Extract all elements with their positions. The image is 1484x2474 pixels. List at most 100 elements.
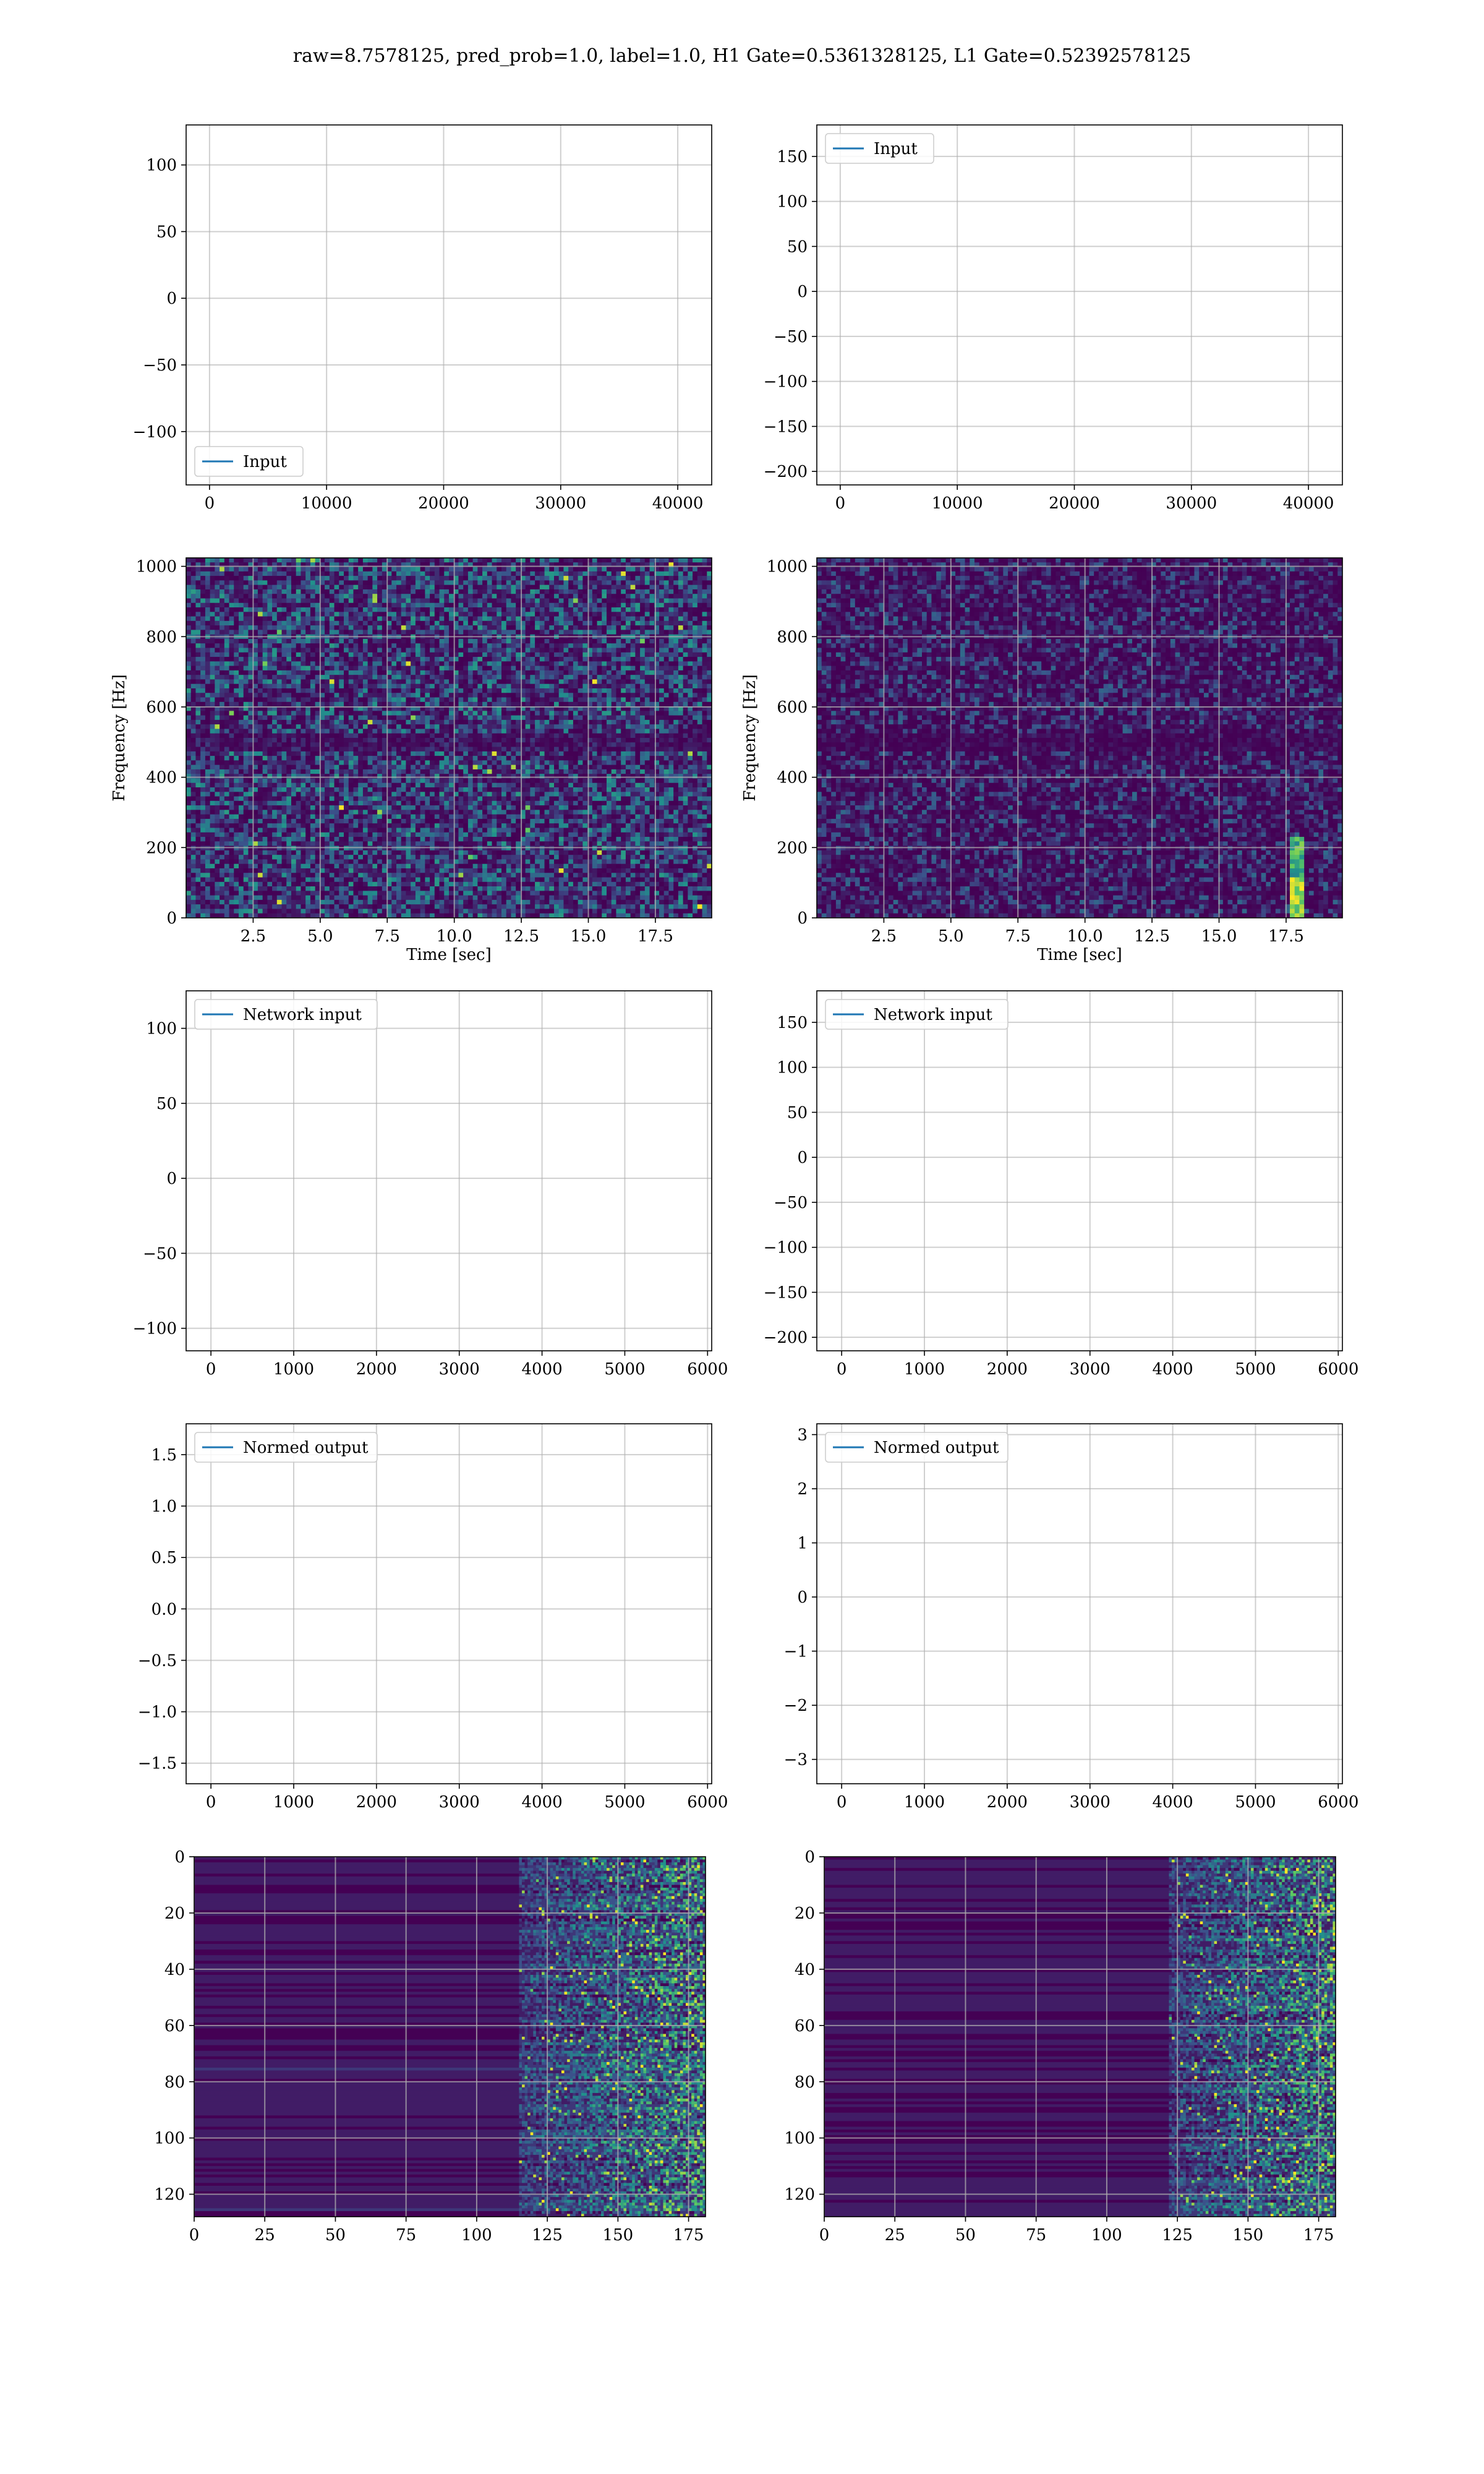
heatmap-cell [224, 904, 230, 910]
heatmap-cell [420, 612, 425, 617]
heatmap-cell [430, 733, 435, 738]
heatmap-cell [430, 859, 435, 865]
heatmap-cell [372, 814, 378, 820]
heatmap-cell [296, 751, 302, 756]
heatmap-cell [467, 688, 474, 693]
heatmap-cell [239, 818, 244, 824]
heatmap-cell [467, 796, 474, 802]
heatmap-cell [325, 855, 330, 860]
legend: Input [194, 446, 304, 477]
heatmap-cell [406, 751, 411, 756]
heatmap-cell [449, 881, 454, 887]
heatmap-cell [320, 769, 325, 774]
heatmap-cell [377, 742, 383, 748]
heatmap-cell [362, 792, 369, 797]
heatmap-cell [434, 643, 440, 649]
heatmap-cell [367, 837, 373, 842]
heatmap-cell [430, 747, 435, 752]
heatmap-cell [248, 845, 254, 851]
heatmap-cell [472, 670, 478, 675]
heatmap-cell [434, 774, 440, 779]
heatmap-cell [248, 774, 254, 779]
heatmap-cell [396, 818, 402, 824]
heatmap-cell [281, 850, 287, 855]
heatmap-cell [190, 877, 197, 883]
heatmap-cell [305, 792, 311, 797]
heatmap-cell [305, 697, 311, 703]
heatmap-cell [386, 724, 392, 730]
heatmap-cell [239, 774, 244, 779]
heatmap-cell [257, 913, 263, 918]
heatmap-cell [296, 899, 302, 905]
heatmap-cell [362, 652, 369, 657]
heatmap-cell [320, 638, 325, 644]
heatmap-cell [339, 612, 344, 617]
heatmap-cell [220, 576, 225, 581]
heatmap-cell [195, 796, 201, 802]
heatmap-cell [190, 760, 197, 766]
heatmap-cell [339, 706, 344, 711]
heatmap-cell [415, 688, 421, 693]
heatmap-cell [195, 868, 201, 873]
heatmap-cell [262, 683, 268, 689]
heatmap-cell [215, 796, 220, 802]
heatmap-cell [362, 648, 369, 653]
heatmap-cell [215, 800, 220, 806]
heatmap-cell [334, 625, 339, 631]
heatmap-cell [406, 805, 411, 811]
heatmap-cell [372, 630, 378, 635]
heatmap-cell [243, 711, 249, 716]
heatmap-cell [358, 832, 364, 837]
heatmap-cell [224, 594, 230, 599]
heatmap-cell [291, 881, 297, 887]
heatmap-cell [248, 886, 254, 891]
heatmap-cell [248, 733, 254, 738]
heatmap-cell [281, 868, 287, 873]
heatmap-cell [325, 751, 330, 756]
heatmap-cell [329, 855, 335, 860]
heatmap-cell [267, 594, 273, 599]
heatmap-cell [411, 612, 416, 617]
heatmap-cell [239, 747, 244, 752]
heatmap-cell [401, 630, 407, 635]
heatmap-cell [411, 701, 416, 707]
heatmap-cell [253, 756, 258, 761]
heatmap-cell [224, 863, 230, 869]
heatmap-cell [377, 558, 383, 563]
heatmap-cell [272, 800, 278, 806]
heatmap-cell [257, 607, 263, 612]
heatmap-cell [463, 697, 469, 703]
heatmap-cell [215, 589, 220, 594]
heatmap-cell [320, 868, 325, 873]
heatmap-cell [401, 787, 407, 792]
heatmap-cell [325, 841, 330, 847]
heatmap-cell [344, 837, 349, 842]
heatmap-cell [239, 643, 244, 649]
heatmap-cell [243, 661, 249, 667]
heatmap-cell [296, 638, 302, 644]
heatmap-cell [315, 877, 320, 883]
heatmap-cell [253, 913, 258, 918]
heatmap-cell [325, 625, 330, 631]
heatmap-cell [406, 697, 411, 703]
heatmap-cell [415, 620, 421, 626]
heatmap-cell [243, 787, 249, 792]
heatmap-cell [339, 738, 344, 743]
heatmap-cell [291, 913, 297, 918]
heatmap-cell [215, 873, 220, 878]
heatmap-cell [234, 589, 239, 594]
heatmap-cell [276, 652, 283, 657]
heatmap-cell [344, 899, 349, 905]
heatmap-cell [367, 715, 373, 721]
heatmap-cell [434, 584, 440, 590]
heatmap-cell [415, 661, 421, 667]
heatmap-cell [195, 643, 201, 649]
heatmap-cell [439, 688, 445, 693]
heatmap-cell [386, 863, 392, 869]
heatmap-cell [248, 769, 254, 774]
heatmap-cell [186, 814, 192, 820]
heatmap-cell [420, 899, 425, 905]
heatmap-cell [411, 751, 416, 756]
heatmap-cell [234, 679, 239, 685]
heatmap-cell [325, 612, 330, 617]
